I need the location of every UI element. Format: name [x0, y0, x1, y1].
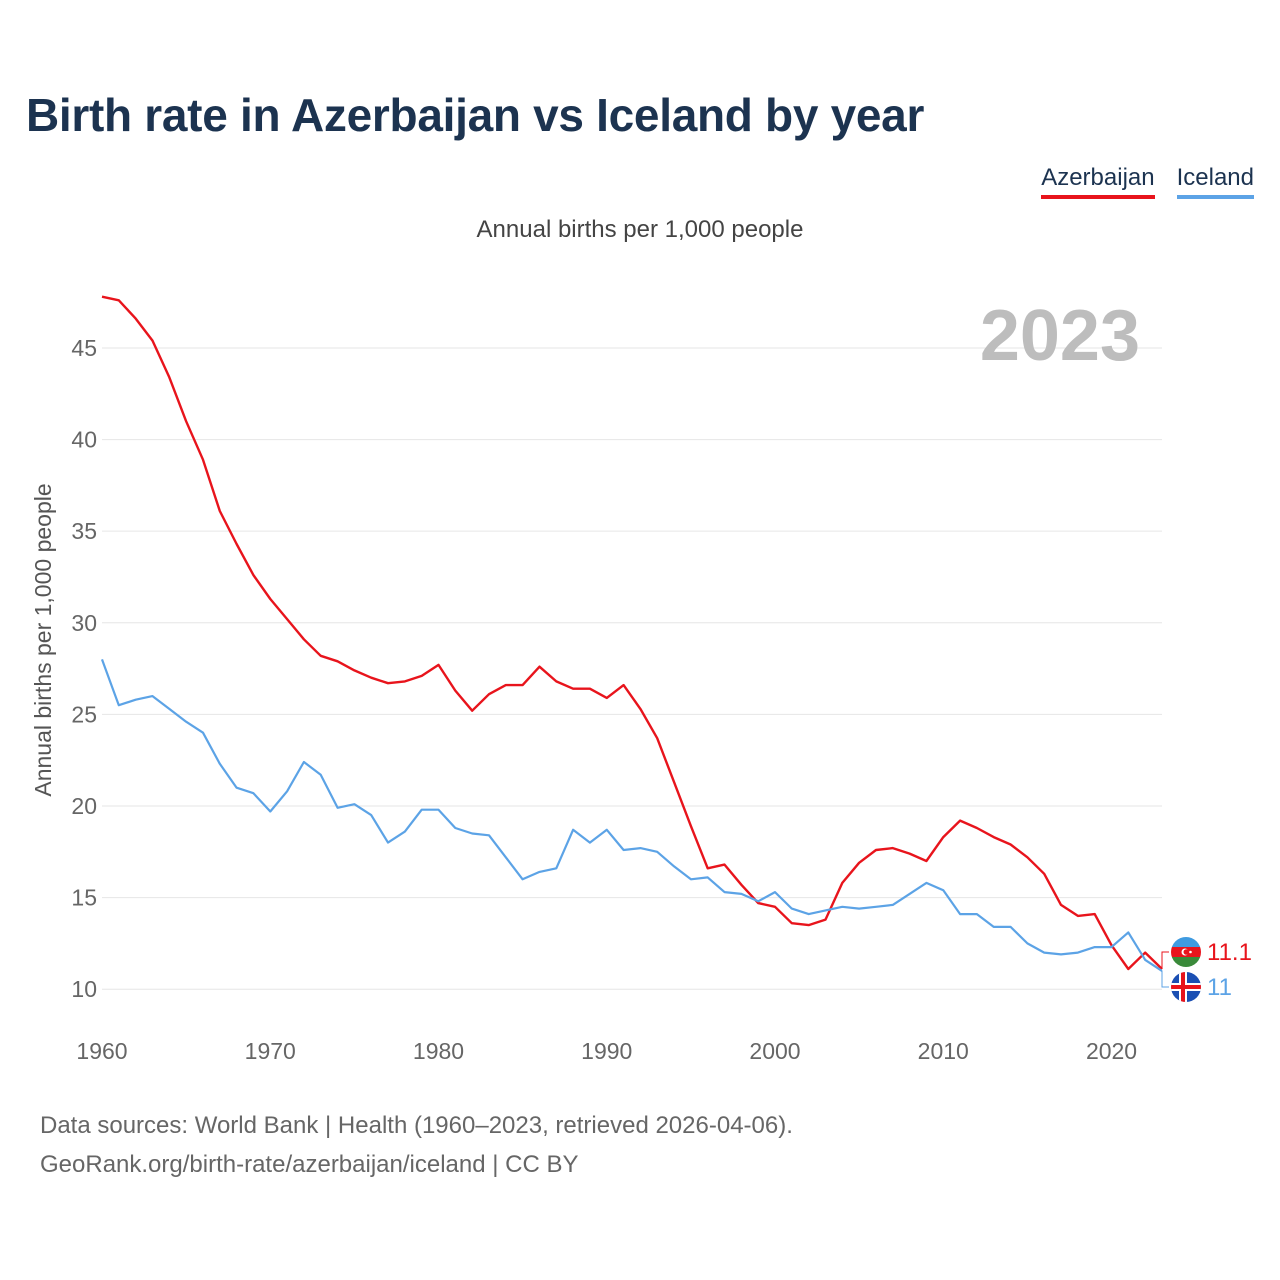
source-note: Data sources: World Bank | Health (1960–…	[40, 1106, 793, 1184]
y-axis-title: Annual births per 1,000 people	[30, 483, 56, 796]
series-line-iceland[interactable]	[100, 659, 1163, 972]
y-tick-label: 35	[71, 518, 97, 544]
source-line: Data sources: World Bank | Health (1960–…	[40, 1112, 793, 1139]
x-tick-label: 1960	[76, 1038, 127, 1064]
legend: Azerbaijan Iceland	[1041, 164, 1254, 199]
end-connector	[1161, 951, 1169, 970]
x-tick-label: 2020	[1086, 1038, 1137, 1064]
legend-item-azerbaijan[interactable]: Azerbaijan	[1041, 164, 1155, 199]
x-axis-ticks: 1960 1970 1980 1990 2000 2010 2020	[76, 1038, 1137, 1064]
end-labels: 11.1 11	[1161, 939, 1252, 1001]
source-url-line[interactable]: GeoRank.org/birth-rate/azerbaijan/icelan…	[40, 1151, 579, 1178]
x-tick-label: 1970	[245, 1038, 296, 1064]
y-tick-label: 20	[71, 793, 97, 819]
x-tick-label: 2010	[918, 1038, 969, 1064]
legend-item-iceland[interactable]: Iceland	[1176, 164, 1254, 199]
y-axis-ticks: 10 15 20 25 30 35 40 45	[71, 335, 97, 1002]
iceland-flag-icon	[1171, 972, 1201, 1002]
series-line-azerbaijan[interactable]	[101, 295, 1163, 971]
chart-subtitle: Annual births per 1,000 people	[476, 216, 804, 243]
chart-title: Birth rate in Azerbaijan vs Iceland by y…	[26, 89, 925, 141]
y-tick-label: 10	[71, 976, 97, 1002]
y-tick-label: 45	[71, 335, 97, 361]
x-tick-label: 1990	[581, 1038, 632, 1064]
current-year-label: 2023	[980, 296, 1140, 376]
y-tick-label: 30	[71, 610, 97, 636]
end-value-label-iceland: 11	[1207, 974, 1232, 1001]
x-tick-label: 2000	[749, 1038, 800, 1064]
y-tick-label: 15	[71, 885, 97, 911]
y-tick-label: 25	[71, 701, 97, 727]
end-value-label-azerbaijan: 11.1	[1207, 939, 1252, 966]
series-lines	[100, 295, 1163, 972]
x-tick-label: 1980	[413, 1038, 464, 1064]
end-connector	[1161, 970, 1169, 988]
y-tick-label: 40	[71, 427, 97, 453]
grid-lines	[102, 347, 1162, 990]
azerbaijan-flag-icon	[1171, 937, 1201, 967]
